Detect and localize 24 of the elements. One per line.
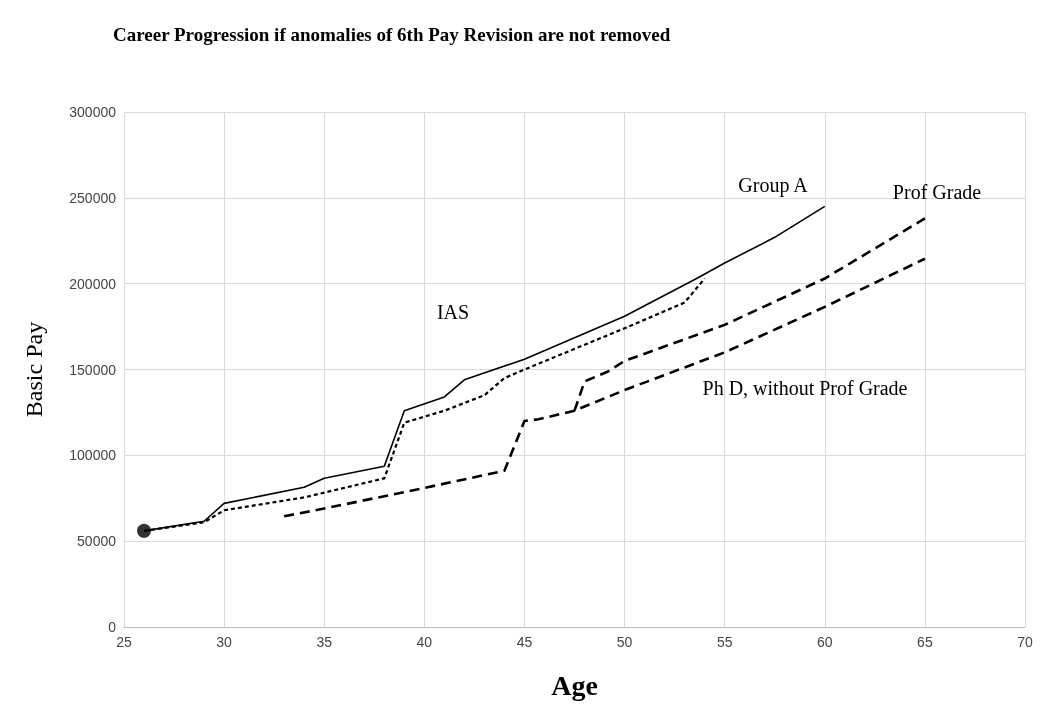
x-tick-label: 70 [1017, 634, 1033, 650]
annotation: Ph D, without Prof Grade [702, 377, 908, 399]
y-tick-label: 200000 [69, 275, 117, 292]
y-tick-label: 150000 [69, 361, 117, 378]
y-axis-title: Basic Pay [21, 321, 47, 418]
x-tick-label: 65 [917, 634, 933, 650]
annotation: Group A [738, 174, 809, 197]
y-tick-label: 250000 [69, 189, 117, 206]
x-tick-label: 35 [316, 634, 333, 650]
y-tick-label: 50000 [77, 533, 117, 550]
x-axis-title: Age [551, 669, 598, 701]
x-tick-label: 60 [816, 634, 833, 650]
x-tick-label: 55 [716, 634, 733, 650]
y-tick-label: 0 [108, 619, 117, 635]
annotation: IAS [436, 301, 470, 323]
chart-title: Career Progression if anomalies of 6th Pay Revision are not removed [113, 24, 671, 45]
x-tick-label: 45 [516, 634, 533, 650]
x-tick-label: 40 [416, 634, 433, 650]
y-tick-label: 300000 [69, 104, 117, 120]
annotation: Prof Grade [892, 181, 982, 203]
x-tick-label: 50 [616, 634, 633, 650]
x-tick-label: 30 [216, 634, 233, 650]
x-tick-label: 25 [116, 634, 132, 650]
y-tick-label: 100000 [69, 447, 117, 464]
